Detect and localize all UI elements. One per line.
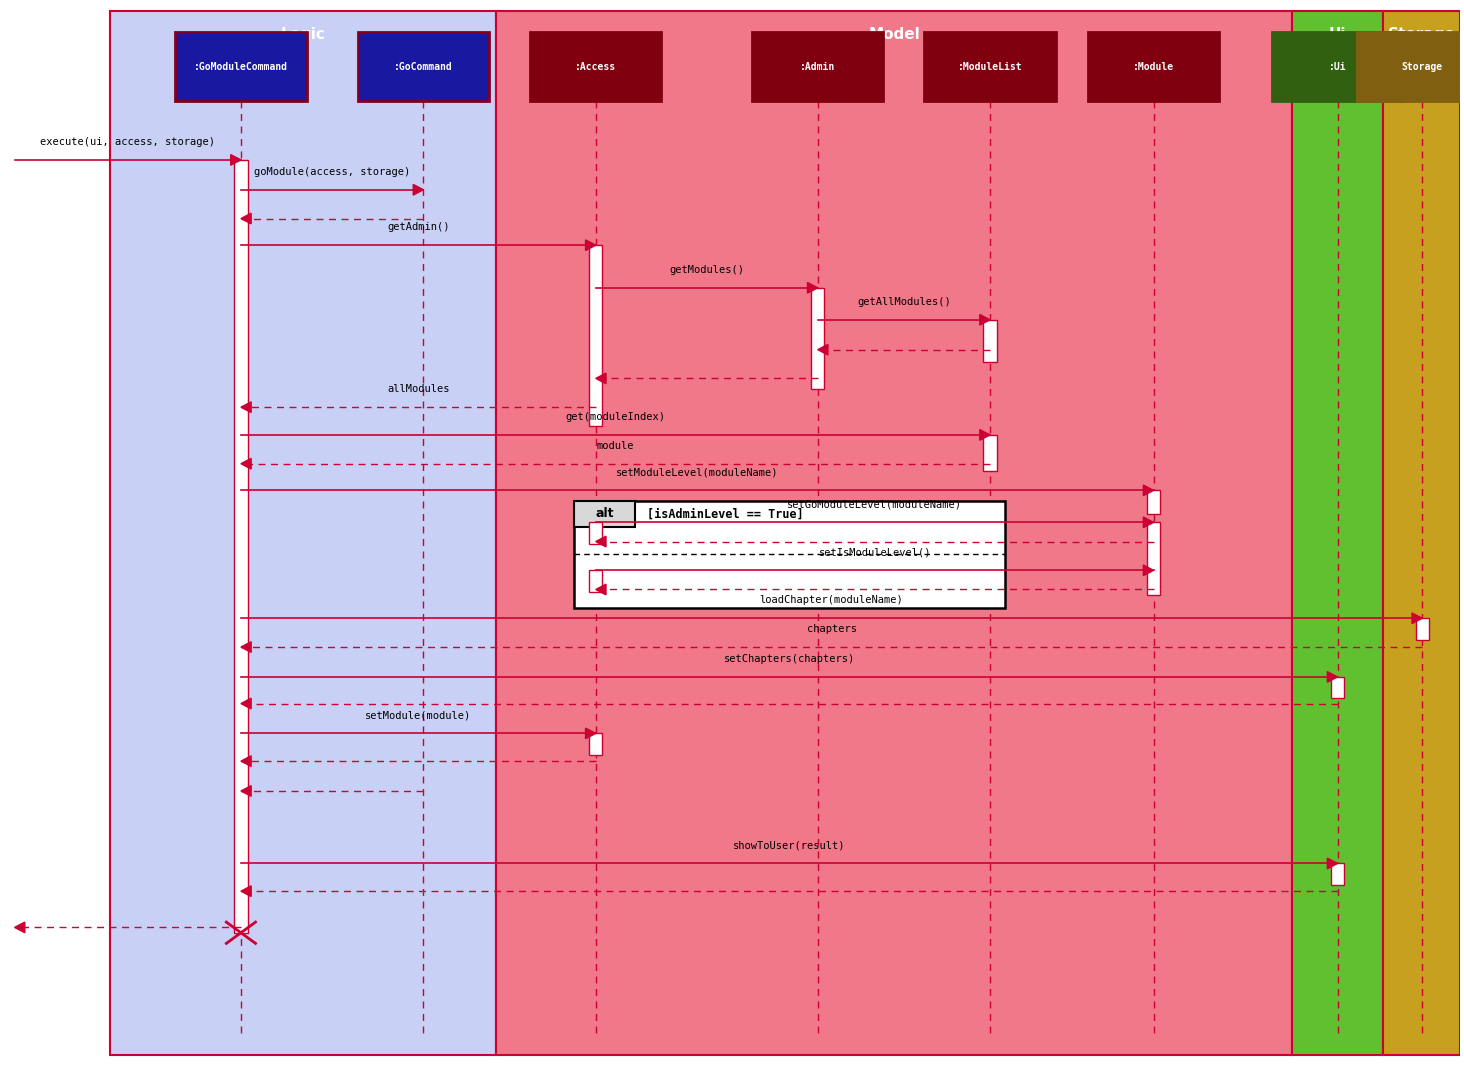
Bar <box>530 32 662 101</box>
Text: showToUser(result): showToUser(result) <box>733 841 846 851</box>
Polygon shape <box>1143 517 1154 528</box>
Polygon shape <box>242 756 252 766</box>
Polygon shape <box>242 402 252 413</box>
Bar <box>234 160 249 933</box>
Polygon shape <box>242 213 252 224</box>
Text: loadChapter(moduleName): loadChapter(moduleName) <box>760 596 903 605</box>
Polygon shape <box>242 698 252 709</box>
Text: chapters: chapters <box>807 625 856 634</box>
Bar <box>1146 522 1159 595</box>
Polygon shape <box>596 584 606 595</box>
Bar <box>984 320 997 362</box>
Bar <box>574 501 1004 608</box>
Text: alt: alt <box>596 507 613 520</box>
Polygon shape <box>808 282 818 293</box>
Polygon shape <box>242 786 252 796</box>
Polygon shape <box>242 642 252 652</box>
Bar <box>752 32 883 101</box>
Text: [isAdminLevel == True]: [isAdminLevel == True] <box>647 507 804 520</box>
Polygon shape <box>15 922 25 933</box>
Bar <box>1272 32 1404 101</box>
Polygon shape <box>1411 613 1422 624</box>
Polygon shape <box>1328 672 1338 682</box>
Bar <box>574 501 635 527</box>
Bar <box>1293 11 1383 1055</box>
Text: :Access: :Access <box>575 62 616 71</box>
Polygon shape <box>242 458 252 469</box>
Text: :Module: :Module <box>1133 62 1174 71</box>
Polygon shape <box>586 728 596 739</box>
Text: setChapters(chapters): setChapters(chapters) <box>723 655 855 664</box>
Bar <box>496 11 1293 1055</box>
Text: setIsModuleLevel(): setIsModuleLevel() <box>818 548 931 558</box>
Bar <box>984 435 997 471</box>
Bar <box>1331 677 1344 698</box>
Bar <box>1383 11 1460 1055</box>
Bar <box>589 522 602 544</box>
Bar <box>1331 863 1344 885</box>
Polygon shape <box>979 314 990 325</box>
Text: goModule(access, storage): goModule(access, storage) <box>255 167 410 177</box>
Text: setGoModuleLevel(moduleName): setGoModuleLevel(moduleName) <box>788 500 962 510</box>
Polygon shape <box>1143 485 1154 496</box>
Polygon shape <box>596 536 606 547</box>
Bar <box>924 32 1056 101</box>
Text: Logic: Logic <box>281 27 325 42</box>
Text: Storage: Storage <box>1388 27 1455 42</box>
Polygon shape <box>818 344 829 355</box>
Text: Model: Model <box>868 27 921 42</box>
Polygon shape <box>596 373 606 384</box>
Text: :Admin: :Admin <box>801 62 836 71</box>
Polygon shape <box>231 155 242 165</box>
Text: Storage: Storage <box>1401 62 1444 71</box>
Bar <box>1357 32 1464 101</box>
Text: get(moduleIndex): get(moduleIndex) <box>565 413 666 422</box>
Text: module: module <box>597 441 634 451</box>
Text: :ModuleList: :ModuleList <box>957 62 1022 71</box>
Text: execute(ui, access, storage): execute(ui, access, storage) <box>41 138 215 147</box>
Bar <box>811 288 824 389</box>
Text: :Ui: :Ui <box>1329 62 1347 71</box>
Polygon shape <box>586 240 596 251</box>
Text: allModules: allModules <box>386 385 449 394</box>
Bar <box>176 32 306 101</box>
Bar <box>589 570 602 592</box>
Text: Ui: Ui <box>1329 27 1347 42</box>
Text: setModuleLevel(moduleName): setModuleLevel(moduleName) <box>616 468 779 478</box>
Bar <box>1088 32 1220 101</box>
Text: :GoCommand: :GoCommand <box>394 62 452 71</box>
Polygon shape <box>979 430 990 440</box>
Polygon shape <box>1328 858 1338 869</box>
Polygon shape <box>1143 565 1154 576</box>
Polygon shape <box>413 184 423 195</box>
Text: :GoModuleCommand: :GoModuleCommand <box>193 62 288 71</box>
Text: setModule(module): setModule(module) <box>365 711 471 721</box>
Bar <box>1416 618 1429 640</box>
Text: getAdmin(): getAdmin() <box>386 223 449 232</box>
Bar <box>589 245 602 426</box>
Polygon shape <box>242 886 252 897</box>
Bar <box>110 11 496 1055</box>
Bar <box>1146 490 1159 514</box>
Text: getModules(): getModules() <box>669 265 744 275</box>
Text: getAllModules(): getAllModules() <box>856 297 950 307</box>
Bar <box>589 733 602 755</box>
Bar <box>357 32 489 101</box>
